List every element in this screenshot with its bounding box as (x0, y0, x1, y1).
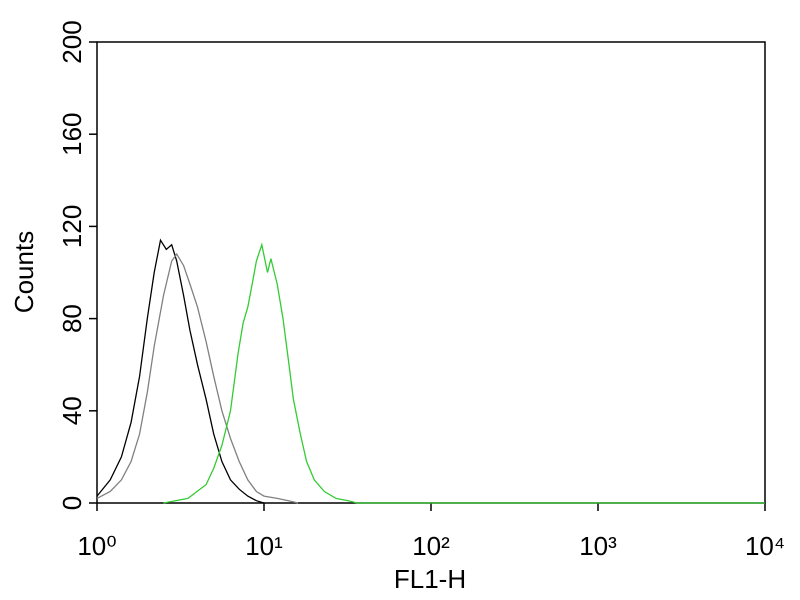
y-tick-label: 200 (57, 20, 87, 63)
x-tick-label: 10³ (579, 531, 617, 561)
y-tick-label: 0 (57, 496, 87, 510)
x-axis-label: FL1-H (394, 564, 466, 594)
y-tick-label: 80 (57, 304, 87, 333)
x-tick-label: 10⁴ (745, 531, 785, 561)
histogram-line (96, 252, 299, 504)
x-tick-label: 10¹ (245, 531, 283, 561)
y-tick-label: 120 (57, 205, 87, 248)
y-tick-label: 40 (57, 396, 87, 425)
x-tick-label: 10² (412, 531, 450, 561)
histogram-line (96, 238, 265, 504)
x-tick-label: 10⁰ (77, 531, 116, 561)
y-axis-label: Counts (9, 231, 39, 313)
y-tick-label: 160 (57, 113, 87, 156)
histogram-line (163, 242, 765, 504)
plot-frame (96, 41, 766, 504)
